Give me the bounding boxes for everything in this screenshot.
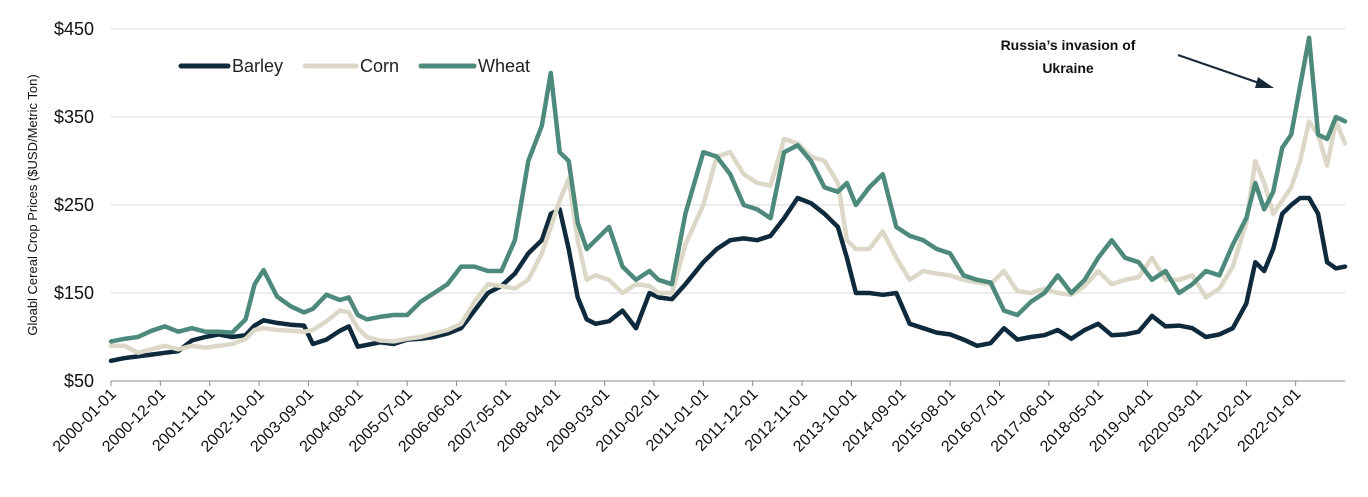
legend: Barley Corn Wheat <box>178 56 530 76</box>
y-tick-label: $50 <box>64 371 94 391</box>
legend-label-barley: Barley <box>232 56 283 76</box>
series-line-wheat <box>108 35 1348 344</box>
y-tick-labels: $50 $150 $250 $350 $450 <box>54 19 94 391</box>
annotation-line-1: Russia’s invasion of <box>1001 37 1136 53</box>
gridlines <box>111 28 1345 294</box>
series-lines <box>108 35 1348 364</box>
annotation: Russia’s invasion of Ukraine <box>1001 37 1274 88</box>
annotation-line-2: Ukraine <box>1042 60 1094 76</box>
series-line-barley <box>108 195 1348 364</box>
legend-label-corn: Corn <box>360 56 399 76</box>
annotation-arrow <box>1177 54 1263 85</box>
y-axis-label: Gloabl Cereal Crop Prices ($USD/Metric T… <box>25 74 40 335</box>
y-tick-label: $250 <box>54 195 94 215</box>
y-tick-label: $350 <box>54 107 94 127</box>
x-tick-labels: 2000-01-012000-12-012001-11-012002-10-01… <box>50 381 1305 456</box>
series-line-corn <box>108 119 1348 356</box>
legend-label-wheat: Wheat <box>478 56 530 76</box>
y-tick-label: $450 <box>54 19 94 39</box>
y-tick-label: $150 <box>54 283 94 303</box>
annotation-arrowhead <box>1255 77 1274 88</box>
